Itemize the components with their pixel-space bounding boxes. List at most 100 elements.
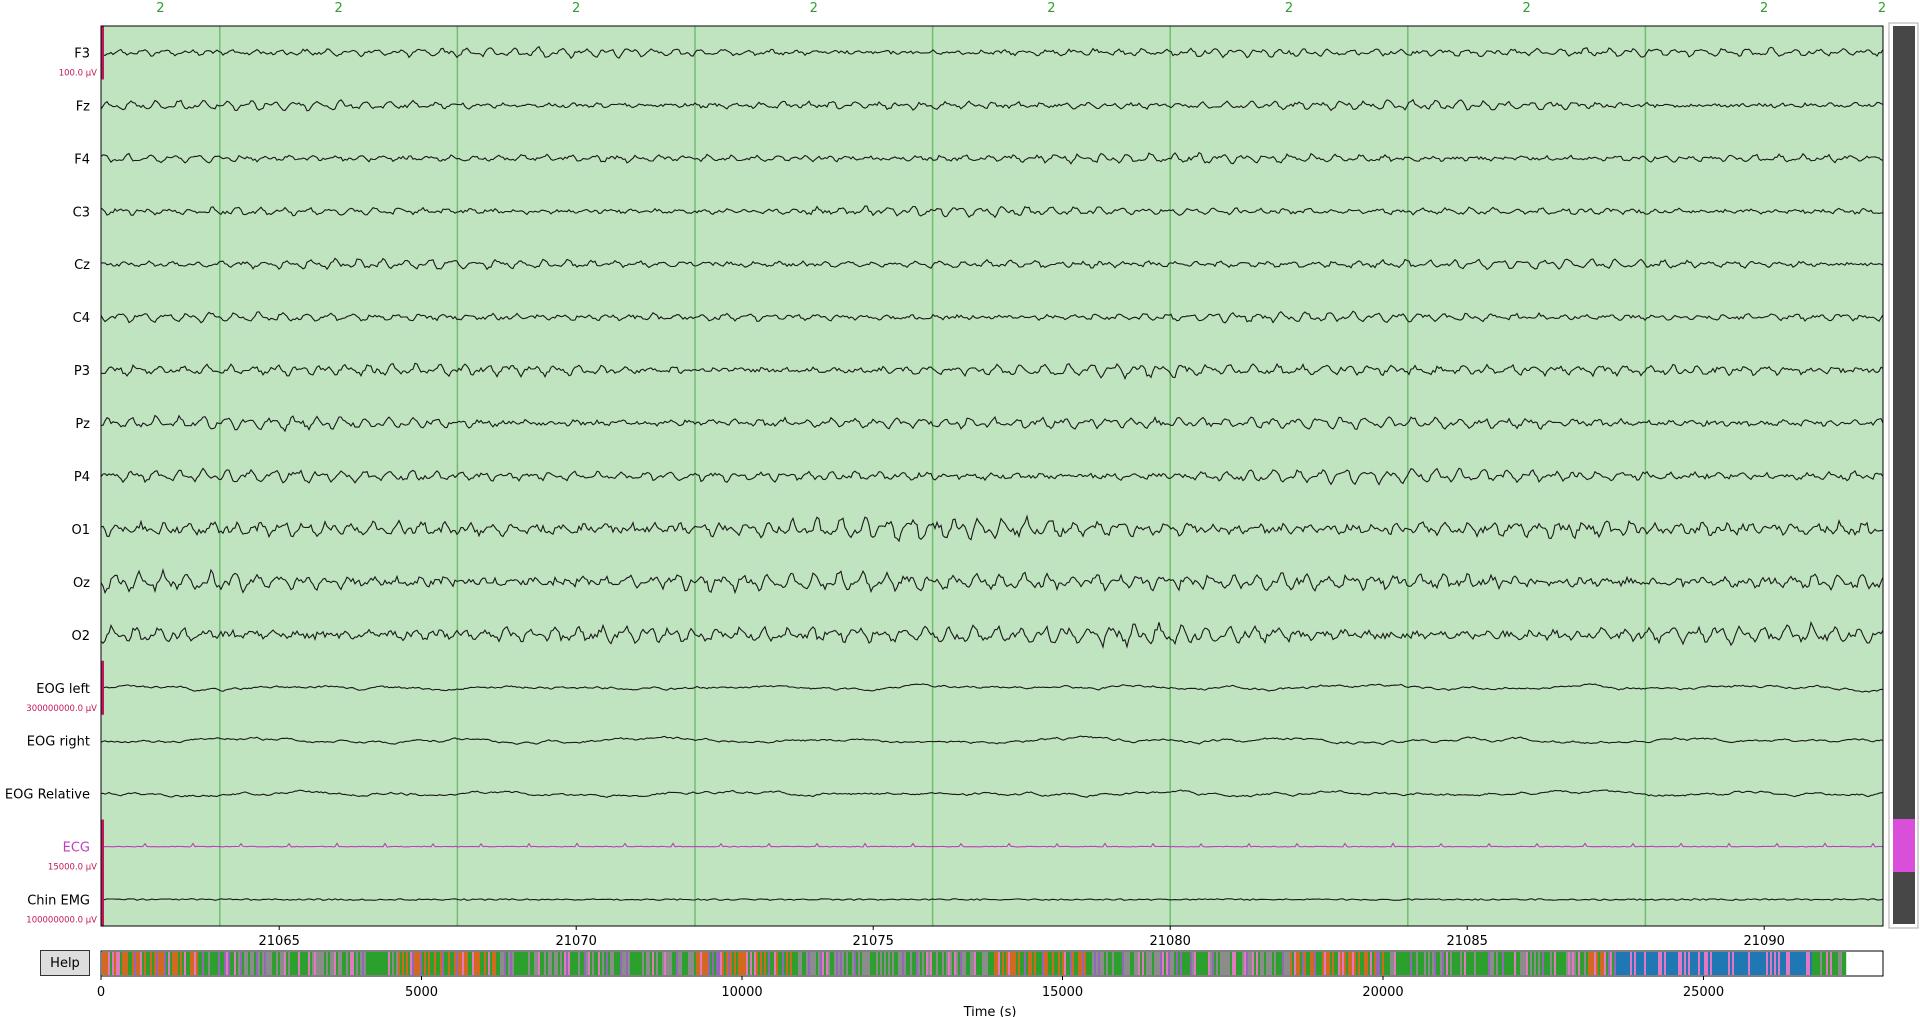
overview-stage-bar: [942, 952, 945, 975]
overview-stage-bar: [1758, 952, 1761, 975]
epoch-stage-label: 2: [156, 1, 164, 16]
overview-stage-bar: [1728, 952, 1731, 975]
overview-stage-bar: [896, 952, 899, 975]
overview-stage-bar: [226, 952, 229, 975]
overview-stage-bar: [224, 952, 227, 975]
overview-stage-bar: [1394, 952, 1397, 975]
overview-stage-bar: [1020, 952, 1023, 975]
overview-stage-bar: [1576, 952, 1579, 975]
overview-stage-bar: [114, 952, 117, 975]
overview-stage-bar: [1804, 952, 1807, 975]
overview-stage-bar: [324, 952, 327, 975]
overview-stage-bar: [202, 952, 205, 975]
overview-stage-bar: [1672, 952, 1675, 975]
overview-stage-bar: [1476, 952, 1479, 975]
overview-stage-bar: [826, 952, 829, 975]
overview-stage-bar: [1756, 952, 1759, 975]
overview-stage-bar: [770, 952, 773, 975]
overview-stage-bar: [1528, 952, 1531, 975]
overview-stage-bar: [758, 952, 761, 975]
overview-stage-bar: [1110, 952, 1113, 975]
overview-stage-bar: [1286, 952, 1289, 975]
overview-stage-bar: [1134, 952, 1137, 975]
overview-stage-bar: [1824, 952, 1827, 975]
overview-stage-bar: [1136, 952, 1139, 975]
overview-stage-bar: [764, 952, 767, 975]
overview-stage-bar: [854, 952, 857, 975]
overview-stage-bar: [566, 952, 569, 975]
overview-stage-bar: [1226, 952, 1229, 975]
overview-stage-bar: [1406, 952, 1409, 975]
overview-stage-bar: [320, 952, 323, 975]
overview-stage-bar: [898, 952, 901, 975]
overview-stage-bar: [506, 952, 509, 975]
overview-stage-bar: [1738, 952, 1741, 975]
overview-stage-bar: [1024, 952, 1027, 975]
overview-stage-bar: [1056, 952, 1059, 975]
overview-stage-bar: [1510, 952, 1513, 975]
overview-stage-bar: [714, 952, 717, 975]
overview-stage-bar: [1472, 952, 1475, 975]
overview-stage-bar: [996, 952, 999, 975]
overview-stage-bar: [1354, 952, 1357, 975]
overview-stage-bar: [810, 952, 813, 975]
overview-stage-bar: [366, 952, 369, 975]
overview-stage-bar: [560, 952, 563, 975]
overview-stage-bar: [1040, 952, 1043, 975]
overview-stage-bar: [1832, 952, 1835, 975]
overview-stage-bar: [1438, 952, 1441, 975]
overview-stage-bar: [1624, 952, 1627, 975]
overview-timeline[interactable]: 0 5000 10000 15000 20000 25000 Time (s): [97, 950, 1884, 1017]
overview-stage-bar: [1430, 952, 1433, 975]
overview-stage-bar: [1426, 952, 1429, 975]
overview-stage-bar: [1456, 952, 1459, 975]
overview-stage-bar: [540, 952, 543, 975]
overview-stage-bar: [1042, 952, 1045, 975]
overview-stage-bar: [722, 952, 725, 975]
overview-stage-bar: [1102, 952, 1105, 975]
overview-stage-bar: [1444, 952, 1447, 975]
scrollbar-thumb[interactable]: [1893, 819, 1915, 872]
overview-stage-bar: [1676, 952, 1679, 975]
overview-stage-bar: [1100, 952, 1103, 975]
overview-stage-bar: [1236, 952, 1239, 975]
overview-stage-bar: [120, 952, 123, 975]
overview-stage-bar: [730, 952, 733, 975]
traces-panel[interactable]: 2 2 2 2 2 2 2 2 2 100.0 µV 300000000.0 µV 15000.0 …: [26, 1, 1886, 927]
overview-stage-bar: [1350, 952, 1353, 975]
overview-stage-bar: [152, 952, 155, 975]
overview-stage-bar: [1524, 952, 1527, 975]
overview-stage-bar: [1316, 952, 1319, 975]
overview-stage-bar: [1742, 952, 1745, 975]
overview-stage-bar: [990, 952, 993, 975]
overview-stage-bar: [780, 952, 783, 975]
overview-stage-bar: [1246, 952, 1249, 975]
overview-stage-bar: [686, 952, 689, 975]
help-button[interactable]: Help: [40, 950, 90, 976]
overview-stage-bar: [596, 952, 599, 975]
overview-stage-bar: [1228, 952, 1231, 975]
overview-stage-bar: [1204, 952, 1207, 975]
channel-trace: [100, 414, 1884, 433]
overview-stage-bar: [1664, 952, 1667, 975]
overview-stage-bar: [760, 952, 763, 975]
overview-stage-bar: [572, 952, 575, 975]
overview-stage-bar: [972, 952, 975, 975]
overview-stage-bar: [196, 952, 199, 975]
overview-stage-bar: [880, 952, 883, 975]
overview-stage-bar: [618, 952, 621, 975]
overview-stage-bar: [406, 952, 409, 975]
main-axis-tick-label: 21065: [259, 934, 300, 949]
overview-stage-bar: [1586, 952, 1589, 975]
channel-label: O1: [71, 523, 90, 538]
channel-trace: [100, 514, 1884, 543]
overview-stage-bar: [246, 952, 249, 975]
overview-stage-bar: [420, 952, 423, 975]
overview-stage-bar: [904, 952, 907, 975]
channel-scrollbar[interactable]: [1888, 22, 1919, 929]
overview-stage-bar: [1562, 952, 1565, 975]
overview-stage-bar: [828, 952, 831, 975]
overview-stage-bar: [1094, 952, 1097, 975]
overview-stage-bar: [1814, 952, 1817, 975]
overview-stage-bar: [840, 952, 843, 975]
